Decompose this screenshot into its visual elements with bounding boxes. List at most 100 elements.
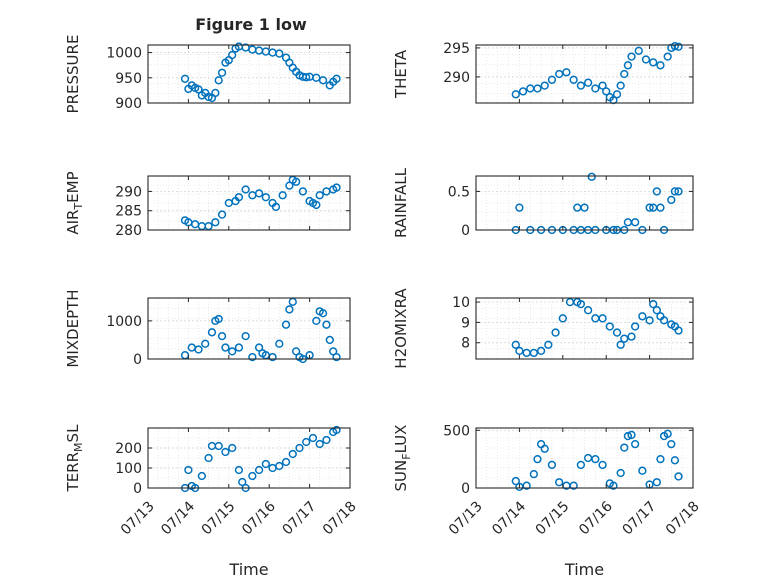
y-tick-label: 0.5: [448, 184, 470, 200]
data-point: [288, 449, 297, 459]
data-point: [569, 75, 578, 84]
x-tick-label: 07/16: [239, 498, 279, 538]
data-point: [544, 340, 553, 349]
data-point: [248, 471, 257, 481]
data-point: [638, 466, 647, 475]
data-point: [602, 87, 611, 96]
data-point: [217, 331, 227, 341]
data-point: [630, 322, 640, 331]
data-point: [217, 210, 227, 219]
data-point: [228, 347, 237, 356]
data-point: [332, 74, 341, 83]
data-point: [197, 471, 207, 481]
data-point: [652, 187, 661, 196]
y-tick-label: 1000: [106, 46, 142, 62]
y-tick-label: 8: [461, 336, 470, 352]
data-point: [234, 343, 244, 352]
data-point: [652, 478, 661, 487]
data-point: [318, 309, 328, 318]
panel-mixdepth: 0 1000 MIXDEPTH: [64, 289, 351, 368]
data-point: [285, 305, 294, 314]
y-tick-label: 9: [461, 315, 470, 331]
y-tick-label: 100: [115, 461, 142, 477]
data-point: [583, 306, 593, 315]
data-point: [616, 340, 625, 349]
data-point: [674, 326, 683, 335]
data-point: [558, 314, 567, 323]
data-point: [315, 439, 324, 449]
axes-box: [147, 297, 351, 360]
data-point: [275, 461, 284, 471]
data-point: [194, 85, 203, 94]
data-point: [652, 306, 661, 315]
data-point: [612, 90, 622, 99]
data-point: [295, 443, 304, 453]
y-axis-label: MIXDEPTH: [64, 289, 82, 367]
data-point: [533, 455, 542, 464]
data-point: [217, 68, 227, 77]
data-point: [620, 69, 629, 79]
panel-air-temp: 280 285 290 AIRTEMP: [64, 171, 351, 239]
data-point: [214, 314, 223, 324]
panel-terr-msl: 0 100 200 TERRMSL 07/13 07/14 07/15 07/16 07/17 0…: [64, 424, 360, 579]
data-point: [275, 339, 284, 348]
data-point: [291, 177, 301, 186]
data-point: [634, 46, 643, 55]
panel-sun-flux: 0 500 SUNFLUX 07/13 07/14 07/15 07/16 07/17 07/1…: [392, 423, 703, 579]
y-tick-label: 0: [133, 352, 142, 368]
data-point: [529, 348, 539, 358]
axes-box: [475, 427, 694, 489]
data-point: [312, 73, 321, 82]
data-point: [649, 299, 658, 309]
data-point: [281, 457, 291, 467]
data-point: [515, 346, 524, 356]
data-point: [511, 90, 520, 99]
y-axis-label: RAINFALL: [392, 167, 410, 238]
data-point: [201, 339, 210, 348]
data-point: [659, 316, 669, 325]
axes-box: [147, 427, 351, 489]
data-point: [605, 322, 614, 331]
data-point: [241, 185, 250, 194]
panel-rainfall: 0 0.5 RAINFALL: [392, 167, 694, 239]
data-point: [281, 320, 291, 329]
data-point: [670, 456, 680, 465]
data-point: [540, 444, 549, 453]
axes-box: [147, 44, 351, 104]
data-point: [656, 203, 665, 212]
data-point: [638, 312, 647, 321]
data-point: [332, 352, 341, 362]
data-point: [674, 187, 683, 196]
data-point: [612, 328, 622, 337]
x-tick-label: 07/14: [489, 498, 529, 538]
data-point: [302, 437, 311, 447]
y-tick-label: 1000: [106, 314, 142, 330]
y-tick-label: 500: [443, 423, 470, 439]
data-point: [656, 61, 665, 70]
data-point: [184, 465, 193, 475]
x-tick-label: 07/16: [576, 498, 616, 538]
data-point: [332, 183, 341, 192]
data-point: [591, 455, 600, 464]
data-point: [228, 443, 237, 453]
x-tick-label: 07/13: [446, 498, 486, 538]
data-point: [515, 203, 524, 212]
figure-title: Figure 1 low: [195, 15, 307, 34]
data-point: [529, 470, 539, 479]
y-axis-label: SUNFLUX: [392, 425, 413, 492]
data-point: [645, 203, 654, 212]
data-point: [308, 433, 318, 443]
data-point: [623, 431, 633, 441]
data-point: [540, 81, 549, 90]
data-point: [630, 440, 640, 449]
data-point: [536, 346, 546, 356]
data-point: [609, 481, 618, 490]
data-point: [674, 472, 683, 481]
axes-box: [475, 175, 694, 231]
data-point: [322, 435, 331, 445]
data-point: [312, 316, 321, 326]
data-point: [598, 314, 607, 323]
data-point: [580, 203, 589, 212]
data-point: [271, 202, 281, 212]
